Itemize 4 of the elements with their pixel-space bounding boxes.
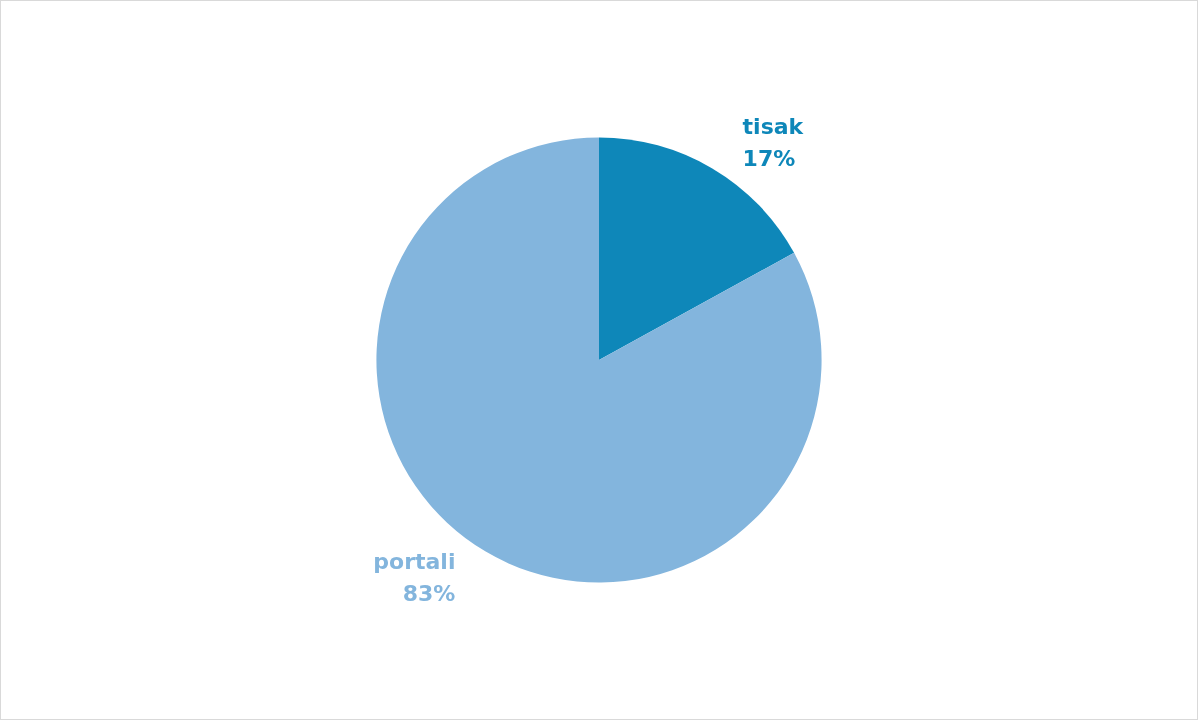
data-label: 83% (402, 580, 456, 606)
data-label: 17% (742, 146, 796, 172)
slice-label: portali (373, 548, 456, 574)
slice-label: tisak (742, 114, 805, 140)
